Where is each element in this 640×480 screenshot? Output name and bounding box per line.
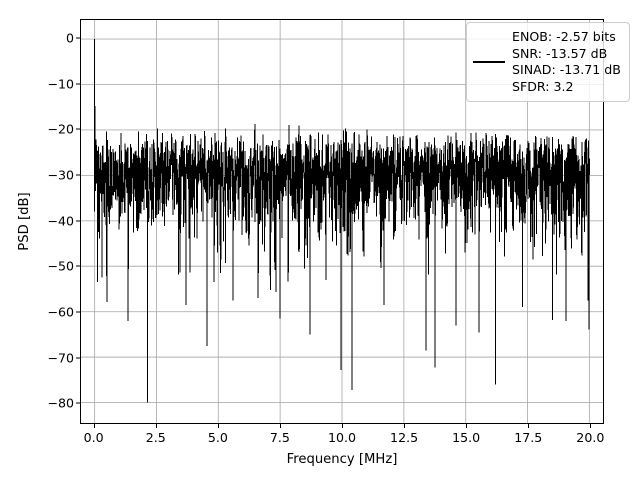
x-tick-mark [528,424,530,428]
x-tick-label: 2.5 [145,430,166,445]
y-tick-label: −50 [47,258,74,274]
y-tick-label: −10 [47,76,74,92]
x-tick-mark [466,424,468,428]
y-tick-label: −30 [47,167,74,183]
y-axis-label: PSD [dB] [17,192,32,251]
x-tick-mark [155,424,157,428]
metrics-legend: ENOB: -2.57 bits SNR: -13.57 dB SINAD: -13… [466,22,630,102]
psd-trace [94,39,590,403]
y-tick-label: −60 [47,304,74,320]
x-tick-mark [404,424,406,428]
x-tick-label: 20.0 [576,430,605,445]
legend-line-handle [473,61,505,63]
y-tick-mark [76,220,80,222]
y-tick-mark [76,83,80,85]
x-tick-mark [590,424,592,428]
legend-entry: SINAD: -13.71 dB [512,62,621,77]
x-tick-label: 10.0 [327,430,357,445]
legend-label-list: ENOB: -2.57 bits SNR: -13.57 dB SINAD: -13… [512,29,621,95]
y-tick-mark [76,357,80,359]
x-tick-label: 17.5 [514,430,543,445]
y-tick-mark [76,128,80,130]
x-tick-mark [342,424,343,428]
x-axis-label: Frequency [MHz] [286,452,398,467]
legend-entry: SFDR: 3.2 [512,78,574,94]
x-tick-mark [217,424,219,428]
x-tick-label: 0.0 [83,430,104,445]
y-tick-mark [76,174,80,176]
legend-entry: SNR: -13.57 dB [512,45,608,61]
legend-entry: ENOB: -2.57 bits [512,29,616,44]
y-tick-mark [76,402,80,404]
y-tick-label: −20 [47,121,74,137]
y-tick-mark [76,311,80,313]
x-tick-label: 7.5 [269,430,290,445]
x-tick-mark [93,424,95,428]
y-tick-label: −40 [47,213,74,229]
x-tick-label: 15.0 [452,430,481,445]
x-tick-label: 5.0 [207,430,228,445]
x-tick-label: 12.5 [390,430,419,445]
y-tick-mark [76,265,80,267]
x-tick-mark [279,424,281,428]
y-tick-label: −80 [47,395,74,411]
y-tick-label: −70 [47,350,74,366]
y-tick-mark [76,37,80,39]
y-tick-label: 0 [65,30,74,46]
